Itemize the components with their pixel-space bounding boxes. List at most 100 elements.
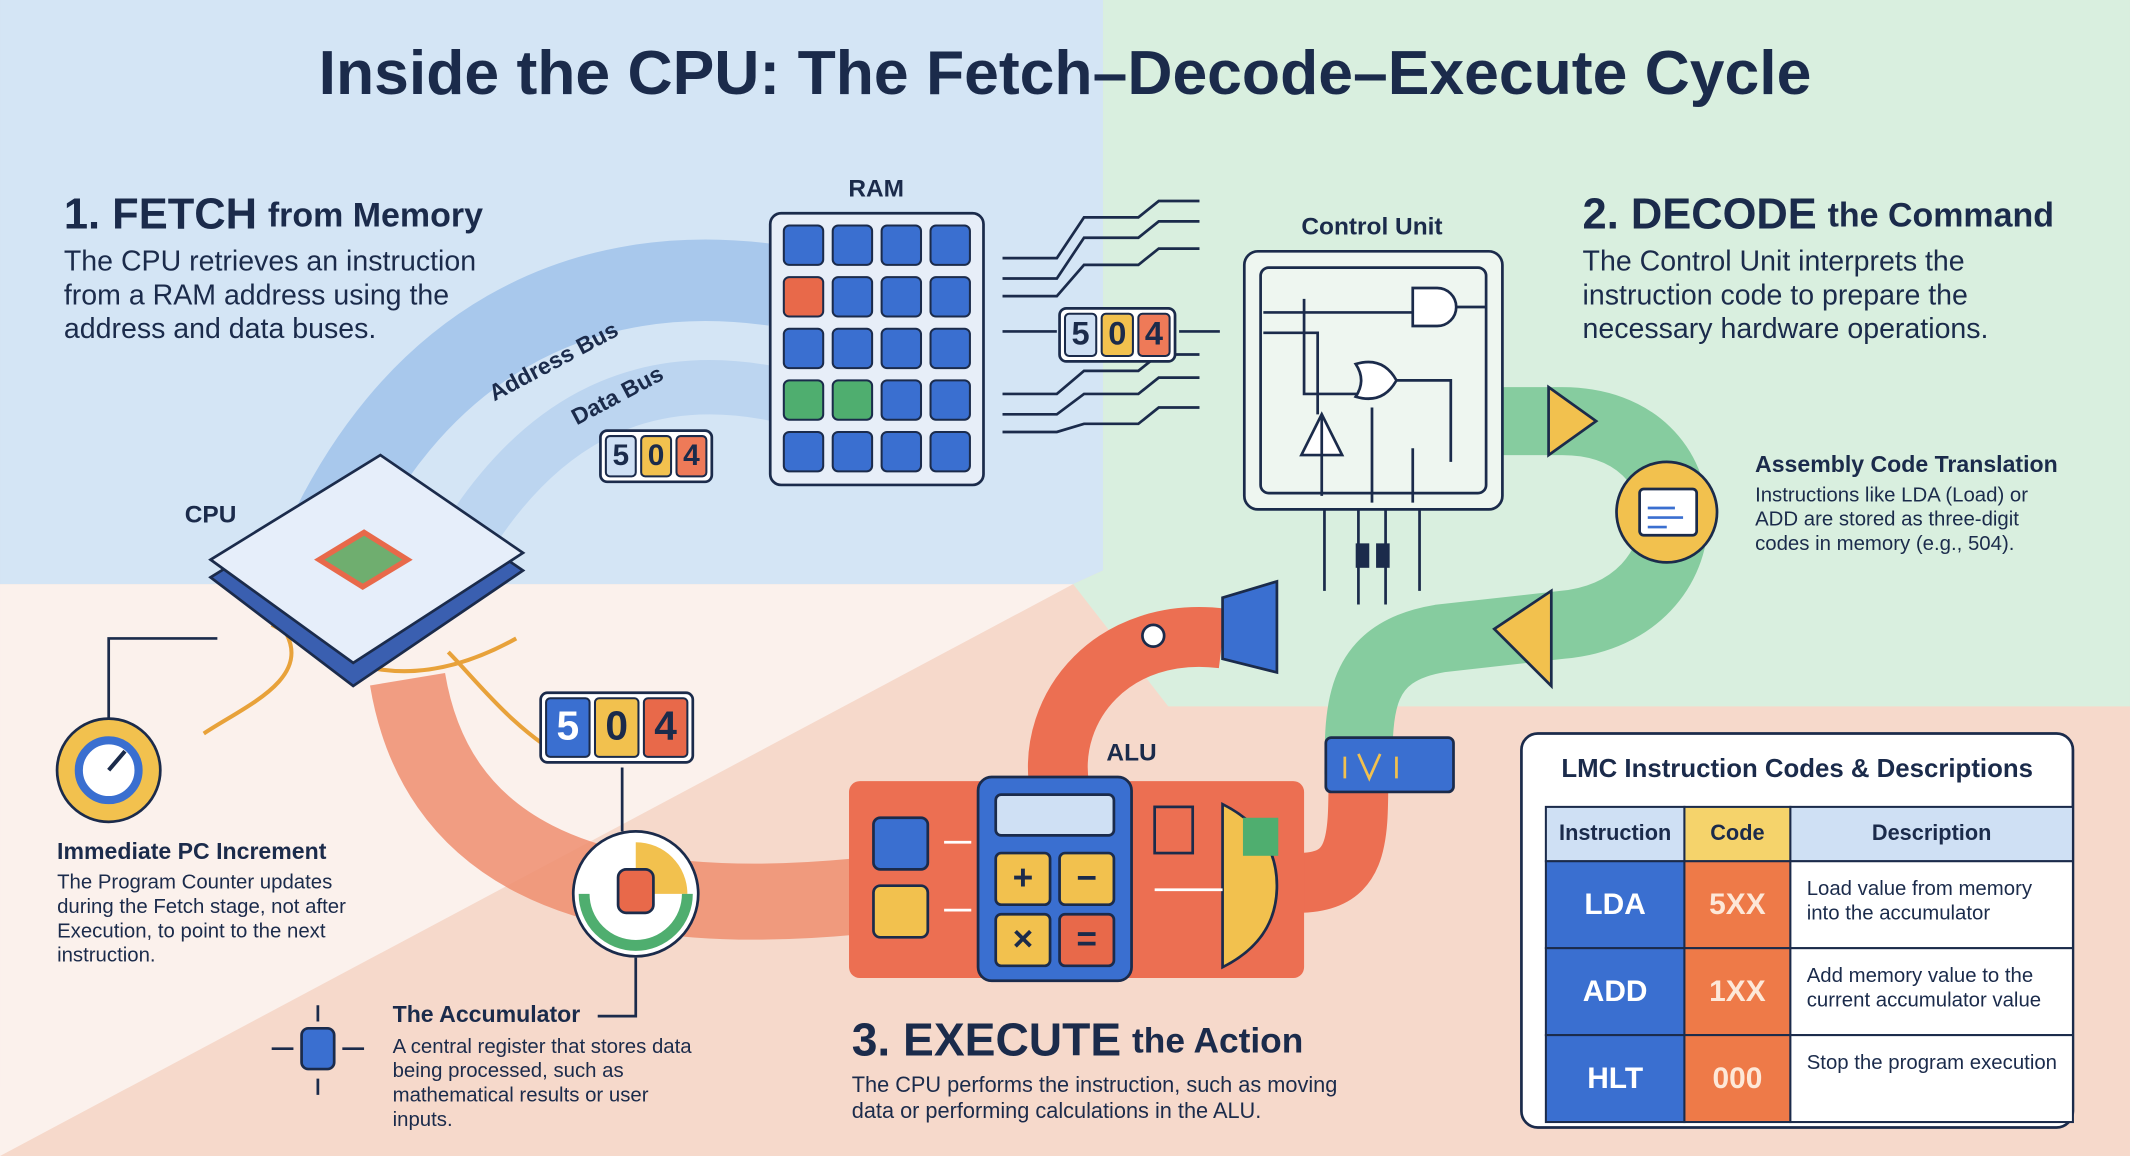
table-title: LMC Instruction Codes & Descriptions [1561,755,2033,783]
digit: 5 [1072,314,1090,351]
wire [1002,220,1200,280]
memory-cell [782,327,825,370]
connector [1355,543,1370,568]
memory-cell [929,430,971,473]
memory-cell [929,224,971,266]
accumulator-body-box: A central register that stores data bein… [392,1035,692,1132]
heading-main: 3. EXECUTE [852,1013,1121,1065]
digit: 5 [612,439,629,472]
arrow-head [1492,588,1553,690]
digit: 5 [556,702,579,748]
mux-block [1242,817,1279,856]
pc-needle [107,749,127,772]
alu-reg [1153,805,1195,855]
pc-body-box: The Program Counter updates during the F… [57,871,346,967]
code-text: 5XX [1709,888,1766,921]
alu-key-label: − [1076,859,1097,898]
accumulator-title: The Accumulator [393,1001,581,1027]
digit-cell [640,435,673,478]
memory-cell [880,224,923,266]
assembly-title: Assembly Code Translation [1755,451,2058,477]
digit-cell [675,435,708,478]
data-bus-band [424,360,780,584]
alu-key [1058,851,1116,907]
arrow-head [1547,384,1599,458]
memory-cell [831,276,874,318]
alu-key-label: = [1076,920,1097,959]
table-cell [1683,947,1792,1037]
cpu-label: CPU [185,502,237,529]
decode-band [1324,387,1708,775]
digit-cell [1100,312,1134,357]
instruction-text: LDA [1584,888,1645,921]
memory-cell [782,276,825,318]
fetch-body: The CPU retrieves an instruction from a … [63,245,477,346]
alu-key [1058,912,1116,968]
signal-box [1324,736,1455,794]
digit-cell [593,697,640,758]
table-cell [1544,1034,1686,1124]
execute-band-left [370,672,860,940]
fetch-heading: 1. FETCH from Memory [64,191,483,239]
instruction-text: HLT [1587,1062,1643,1095]
execute-band-top [1028,607,1227,793]
alu-input [872,884,930,939]
calculator-screen [994,793,1116,837]
digit: 0 [605,702,628,748]
alu-label: ALU [1106,739,1156,766]
heading-sub: the Action [1132,1022,1303,1061]
execute-band-right [1295,774,1389,913]
title: Inside the CPU: The Fetch–Decode–Execute… [319,38,1812,108]
memory-cell [831,224,874,266]
code-window [1638,487,1699,537]
memory-cell [880,276,923,318]
table-cell [1789,860,2074,950]
execute-body-box: The CPU performs the instruction, such a… [851,1074,1338,1124]
description-box: Add memory value to the current accumula… [1807,964,2041,1012]
alu-key-label: × [1013,920,1034,959]
memory-cell [831,327,874,370]
db-arrows [271,1005,365,1095]
memory-cell [880,379,923,421]
header-cell [1789,805,2074,863]
code-text: 000 [1712,1062,1762,1095]
description-text: Stop the program execution [1806,1051,2058,1075]
memory-cell [880,430,923,473]
connector-line [107,637,218,720]
execute-body: The CPU performs the instruction, such a… [851,1074,1338,1124]
heading-main: 2. DECODE [1583,191,1817,239]
assembly-body: Instructions like LDA (Load) or ADD are … [1755,483,2029,556]
pc-title: Immediate PC Increment [57,838,327,864]
table-cell [1683,1034,1792,1124]
accumulator-body: A central register that stores data bein… [392,1035,692,1132]
signal [1343,753,1398,782]
table-cell [1789,1034,2074,1124]
decode-body-box: The Control Unit interprets the instruct… [1583,246,1989,346]
cpu-core [314,529,413,591]
connector-line [597,957,638,1018]
connector [1376,543,1390,568]
digit-cell [642,697,689,758]
memory-cell [782,379,825,421]
digit: 4 [654,702,677,748]
memory-cell [929,379,971,421]
memory-cell [782,224,825,266]
digit-cell [604,435,637,478]
alu-arrows [944,840,1223,912]
assembly-body-box: Instructions like LDA (Load) or ADD are … [1755,483,2029,556]
table-cell [1789,947,2074,1037]
alu-input [872,816,930,871]
wire [1002,376,1200,416]
table: Instruction Code Description LDA 5XX Load val… [1544,805,2074,1124]
code-lines [1647,506,1684,529]
memory-cell [929,327,971,370]
acc-arc [578,893,693,951]
db-icon [300,1026,336,1071]
digit: 4 [683,439,700,472]
header-cell [1683,805,1792,863]
